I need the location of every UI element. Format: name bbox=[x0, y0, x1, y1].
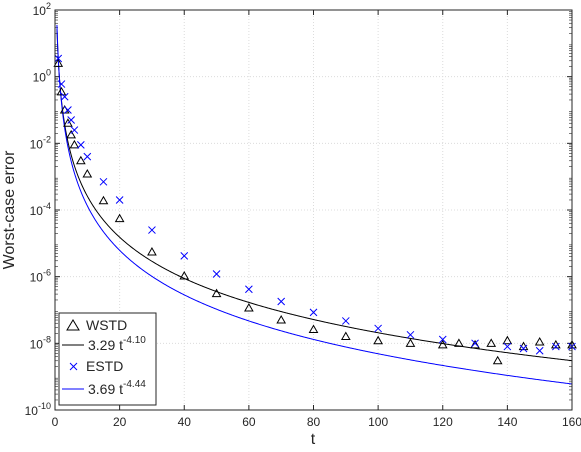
data-point-x bbox=[99, 177, 108, 186]
legend-x-marker bbox=[69, 362, 78, 371]
y-axis-label: Worst-case error bbox=[1, 150, 18, 270]
data-point-x bbox=[245, 285, 253, 294]
data-point-triangle bbox=[534, 336, 545, 346]
legend-label-fit-black: 3.29 t-4.10 bbox=[88, 335, 146, 353]
data-point-x bbox=[148, 226, 156, 234]
x-tick-label: 60 bbox=[242, 415, 256, 429]
data-point-x bbox=[83, 152, 92, 161]
x-tick-label: 120 bbox=[433, 415, 453, 429]
data-point-triangle bbox=[492, 355, 503, 365]
y-tick-label: 10-2 bbox=[30, 134, 51, 151]
legend-label-estd: ESTD bbox=[86, 358, 123, 374]
x-tick-label: 80 bbox=[307, 415, 321, 429]
data-point-x bbox=[374, 324, 382, 333]
data-point-x bbox=[503, 342, 512, 351]
data-point-triangle bbox=[98, 195, 109, 205]
data-point-x bbox=[54, 54, 63, 63]
data-point-triangle bbox=[454, 338, 464, 347]
data-point-triangle bbox=[470, 339, 480, 349]
plot-frame bbox=[54, 9, 573, 411]
data-point-x bbox=[57, 80, 66, 88]
data-point-x bbox=[438, 335, 447, 344]
x-axis-label: t bbox=[311, 431, 316, 448]
data-point-triangle bbox=[437, 339, 448, 349]
data-point-triangle bbox=[82, 169, 93, 178]
data-point-triangle bbox=[56, 86, 67, 96]
data-point-x bbox=[551, 342, 560, 351]
legend: WSTD 3.29 t-4.10 ESTD 3.69 t-4.44 bbox=[58, 312, 157, 406]
data-point-triangle bbox=[66, 129, 77, 139]
legend-label-wstd: WSTD bbox=[86, 317, 127, 333]
x-tick-label: 0 bbox=[52, 415, 59, 429]
data-point-triangle bbox=[63, 118, 73, 127]
legend-box bbox=[58, 312, 157, 406]
data-point-triangle bbox=[147, 246, 157, 256]
fit-line bbox=[56, 24, 572, 385]
y-tick-label: 10-10 bbox=[25, 401, 51, 418]
y-tick-label: 102 bbox=[33, 1, 51, 18]
data-point-x bbox=[535, 346, 544, 355]
y-tick-label: 10-6 bbox=[30, 268, 51, 285]
data-point-x bbox=[64, 106, 72, 114]
data-point-x bbox=[212, 270, 221, 278]
x-tick-label: 160 bbox=[562, 415, 581, 429]
data-point-x bbox=[115, 196, 124, 204]
data-point-x bbox=[341, 317, 350, 325]
data-point-triangle bbox=[244, 302, 254, 312]
data-point-triangle bbox=[53, 58, 64, 67]
data-point-x bbox=[406, 330, 415, 339]
data-point-x bbox=[277, 297, 286, 306]
x-tick-label: 20 bbox=[113, 415, 127, 429]
data-point-triangle bbox=[211, 288, 222, 298]
data-point-triangle bbox=[114, 213, 125, 223]
data-point-x bbox=[76, 141, 85, 149]
legend-triangle-marker bbox=[66, 319, 80, 331]
data-point-triangle bbox=[486, 338, 497, 347]
data-point-x bbox=[471, 339, 479, 348]
x-tick-label: 40 bbox=[178, 415, 192, 429]
data-point-triangle bbox=[340, 331, 351, 341]
data-point-triangle bbox=[179, 270, 190, 280]
data-point-x bbox=[309, 308, 318, 317]
data-point-triangle bbox=[373, 335, 383, 345]
fit-line bbox=[56, 29, 572, 362]
x-tick-label: 140 bbox=[497, 415, 517, 429]
data-point-triangle bbox=[405, 338, 416, 347]
data-point-x bbox=[70, 126, 79, 134]
data-point-x bbox=[67, 116, 76, 124]
data-layer bbox=[53, 24, 577, 385]
data-point-x bbox=[60, 92, 69, 101]
x-tick-label: 100 bbox=[368, 415, 388, 429]
y-tick-label: 10-8 bbox=[30, 334, 51, 351]
data-point-triangle bbox=[276, 315, 287, 324]
data-point-x bbox=[180, 252, 189, 260]
data-point-triangle bbox=[75, 155, 86, 165]
data-point-x bbox=[519, 344, 528, 353]
data-point-triangle bbox=[502, 335, 513, 345]
data-point-triangle bbox=[308, 324, 319, 334]
data-point-triangle bbox=[69, 139, 80, 149]
y-tick-label: 10-4 bbox=[30, 201, 51, 218]
y-tick-label: 100 bbox=[33, 68, 51, 85]
legend-label-fit-blue: 3.69 t-4.44 bbox=[88, 379, 146, 397]
